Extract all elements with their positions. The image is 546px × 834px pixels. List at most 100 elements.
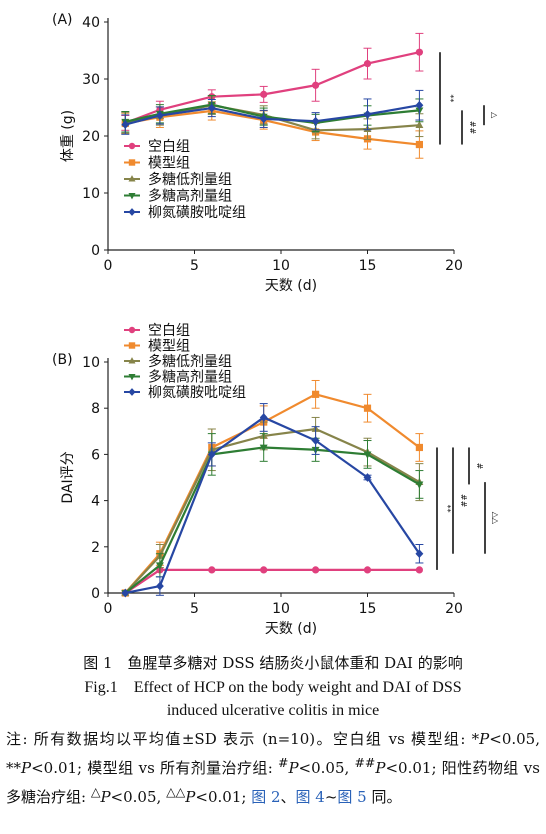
legend-label: 多糖高剂量组	[148, 369, 232, 386]
y-tick-label: 0	[91, 586, 100, 602]
data-point	[363, 110, 372, 119]
data-point	[415, 140, 423, 149]
note-text: ~	[324, 788, 338, 806]
note-p-symbol: P	[21, 759, 32, 777]
legend-marker	[128, 142, 136, 150]
legend-label: 多糖低剂量组	[148, 353, 232, 370]
chart-panel-1: 0 10 20 30 40 0 5 10 15 20 天数 (d) 体重 (g) (A) 空白组模型组多糖…	[52, 12, 499, 294]
figure-note: 注: 所有数据均以平均值±SD 表示 (n=10)。空白组 vs 模型组: *P…	[6, 727, 540, 809]
x-axis-label: 天数 (d)	[265, 621, 317, 637]
legend-marker	[128, 159, 136, 166]
note-text: 同。	[366, 788, 402, 806]
data-point	[311, 436, 320, 445]
data-point	[259, 444, 268, 452]
legend-label: 柳氮磺胺吡啶组	[148, 204, 246, 221]
figure-link[interactable]: 图 4	[295, 788, 325, 806]
chart-panel-2: 0 2 4 6 8 10 0 5 10 15 20 天数 (d) DAI评分 (B) 空白组模型组多糖低剂量…	[52, 323, 500, 637]
data-point	[311, 116, 320, 126]
x-tick-label: 15	[359, 258, 377, 274]
data-point	[207, 450, 216, 459]
data-point	[363, 566, 372, 574]
y-tick-label: 10	[82, 186, 100, 202]
y-tick-label: 8	[91, 401, 100, 417]
legend-label: 柳氮磺胺吡啶组	[148, 384, 246, 401]
data-point	[259, 114, 268, 124]
note-text: <0.01; 阳性药物组 vs 多糖治疗组:	[6, 759, 540, 806]
x-axis-label: 天数 (d)	[265, 278, 317, 294]
figure-link[interactable]: 图 2	[251, 788, 281, 806]
significance-label: #	[475, 463, 484, 470]
x-tick-label: 15	[359, 601, 377, 617]
data-point	[415, 443, 423, 452]
data-point	[260, 90, 268, 98]
legend-marker	[128, 208, 136, 216]
y-tick-label: 0	[91, 243, 100, 259]
y-tick-label: 40	[82, 15, 100, 31]
legend-marker	[128, 175, 136, 182]
legend-label: 多糖低剂量组	[148, 171, 232, 188]
data-point	[312, 390, 320, 398]
series	[121, 403, 424, 598]
x-tick-label: 20	[445, 601, 463, 617]
series-line	[124, 446, 420, 594]
significance-label: ##	[468, 121, 477, 135]
y-axis-label: 体重 (g)	[60, 110, 76, 162]
legend-label: 模型组	[148, 339, 190, 355]
data-point	[121, 588, 130, 598]
legend-label: 空白组	[148, 139, 190, 155]
figure-link[interactable]: 图 5	[337, 788, 367, 806]
x-tick-label: 5	[190, 258, 199, 274]
note-text: 、	[280, 788, 296, 806]
legend-label: 空白组	[148, 323, 190, 339]
panel-label: (A)	[52, 12, 73, 28]
note-text: 注: 所有数据均以平均值±SD 表示 (n=10)。空白组 vs 模型组: *	[6, 730, 480, 748]
y-tick-label: 30	[82, 72, 100, 88]
significance-label: **	[446, 94, 455, 102]
legend-marker	[128, 342, 136, 349]
note-superscript: #	[277, 755, 289, 770]
legend-label: 模型组	[148, 156, 190, 172]
data-point	[260, 566, 268, 574]
data-point	[207, 103, 216, 113]
note-p-symbol: P	[100, 788, 111, 806]
data-point	[415, 48, 423, 56]
data-point	[363, 473, 372, 482]
series-line	[124, 568, 420, 594]
data-point	[312, 81, 320, 89]
note-p-symbol: P	[479, 730, 490, 748]
series	[121, 433, 424, 598]
x-tick-label: 20	[445, 258, 463, 274]
legend-marker	[128, 373, 136, 381]
note-text: <0.05,	[298, 759, 355, 777]
note-p-symbol: P	[288, 759, 299, 777]
y-axis-label: DAI评分	[60, 451, 76, 503]
x-tick-label: 0	[104, 258, 113, 274]
data-point	[155, 111, 164, 120]
data-point	[363, 404, 372, 412]
legend-marker	[128, 192, 136, 200]
legend-marker	[128, 326, 136, 334]
y-tick-label: 20	[82, 129, 100, 145]
panel-label: (B)	[52, 352, 73, 368]
data-point	[312, 566, 320, 574]
data-point	[363, 60, 372, 68]
data-point	[259, 413, 268, 422]
caption-chinese: 图 1 鱼腥草多糖对 DSS 结肠炎小鼠体重和 DAI 的影响	[83, 654, 463, 672]
note-p-symbol: P	[375, 759, 386, 777]
series	[121, 379, 424, 597]
legend-label: 多糖高剂量组	[148, 188, 232, 205]
significance-label: ##	[459, 494, 468, 508]
x-tick-label: 10	[272, 601, 290, 617]
note-superscript: ##	[354, 755, 376, 770]
data-point	[363, 451, 372, 459]
series-line	[125, 416, 421, 595]
caption-english-line1: Fig.1 Effect of HCP on the body weight a…	[84, 679, 462, 696]
y-tick-label: 2	[91, 540, 100, 556]
note-text: <0.05, **	[6, 730, 540, 777]
legend-marker	[128, 388, 136, 396]
note-superscript: △△	[166, 784, 186, 799]
note-text: <0.01;	[195, 788, 252, 806]
data-point	[208, 566, 216, 574]
data-point	[155, 562, 164, 570]
